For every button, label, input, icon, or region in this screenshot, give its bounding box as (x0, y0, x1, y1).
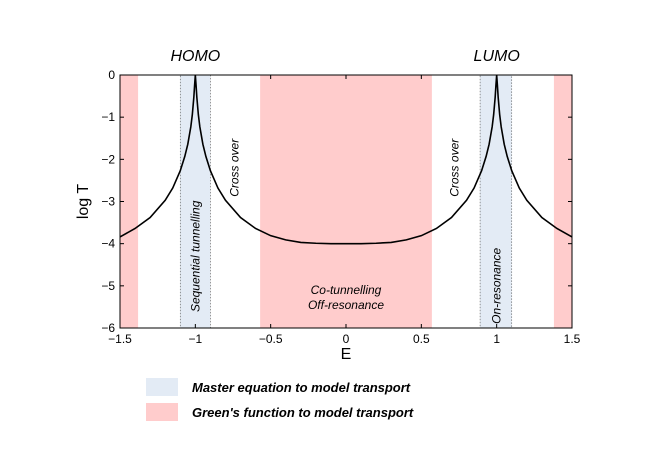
text-layer: HOMO LUMO Sequential tunnelling Cross over C… (170, 48, 519, 324)
chart-svg: −1.5 −1 −0.5 0 0.5 1 1.5 0 −1 −2 −3 −4 −5 −6 HOMO LUMO… (75, 48, 581, 363)
band-green-0 (120, 75, 139, 328)
x-tick-label-4: 0.5 (413, 332, 430, 346)
legend-swatch-master (146, 378, 178, 396)
transmission-curve (119, 74, 573, 245)
y-tick-label-3: −3 (101, 195, 115, 209)
region-label-2: Cross over (447, 138, 461, 197)
x-tick-label-0: −1.5 (108, 332, 132, 346)
y-tick-label-2: −2 (101, 152, 115, 166)
band-green-4 (553, 75, 572, 328)
x-tick-label-2: −0.5 (259, 332, 283, 346)
peak-label-homo: HOMO (170, 48, 220, 65)
y-tick-label-6: −6 (101, 321, 115, 335)
legend-label-green: Green's function to model transport (192, 404, 414, 420)
region-label-0: Sequential tunnelling (188, 200, 202, 312)
legend-item-green: Green's function to model transport (146, 401, 413, 423)
y-tick-label-5: −5 (101, 279, 115, 293)
bands-layer (120, 74, 572, 329)
x-tick-label-3: 0 (343, 332, 350, 346)
region-label-3: On-resonance (490, 247, 504, 323)
y-axis-label: log T (75, 184, 92, 220)
x-axis-label: E (341, 346, 352, 363)
peak-label-lumo: LUMO (474, 48, 520, 65)
legend-swatch-green (146, 403, 178, 421)
legend-label-master: Master equation to model transport (192, 379, 411, 395)
region-label-5: Off-resonance (308, 298, 384, 312)
legend-item-master: Master equation to model transport (146, 376, 413, 398)
x-tick-label-1: −1 (188, 332, 202, 346)
y-tick-label-1: −1 (101, 110, 115, 124)
ticks-layer: −1.5 −1 −0.5 0 0.5 1 1.5 0 −1 −2 −3 −4 −5 −6 (101, 68, 580, 346)
x-tick-label-6: 1.5 (564, 332, 581, 346)
y-tick-label-4: −4 (101, 237, 115, 251)
legend: Master equation to model transport Green… (146, 376, 413, 426)
y-tick-label-0: 0 (108, 68, 115, 82)
band-master-3 (479, 74, 513, 329)
region-label-4: Co-tunnelling (311, 283, 382, 297)
x-tick-label-5: 1 (493, 332, 500, 346)
region-label-1: Cross over (228, 138, 242, 197)
band-green-2 (260, 75, 432, 328)
